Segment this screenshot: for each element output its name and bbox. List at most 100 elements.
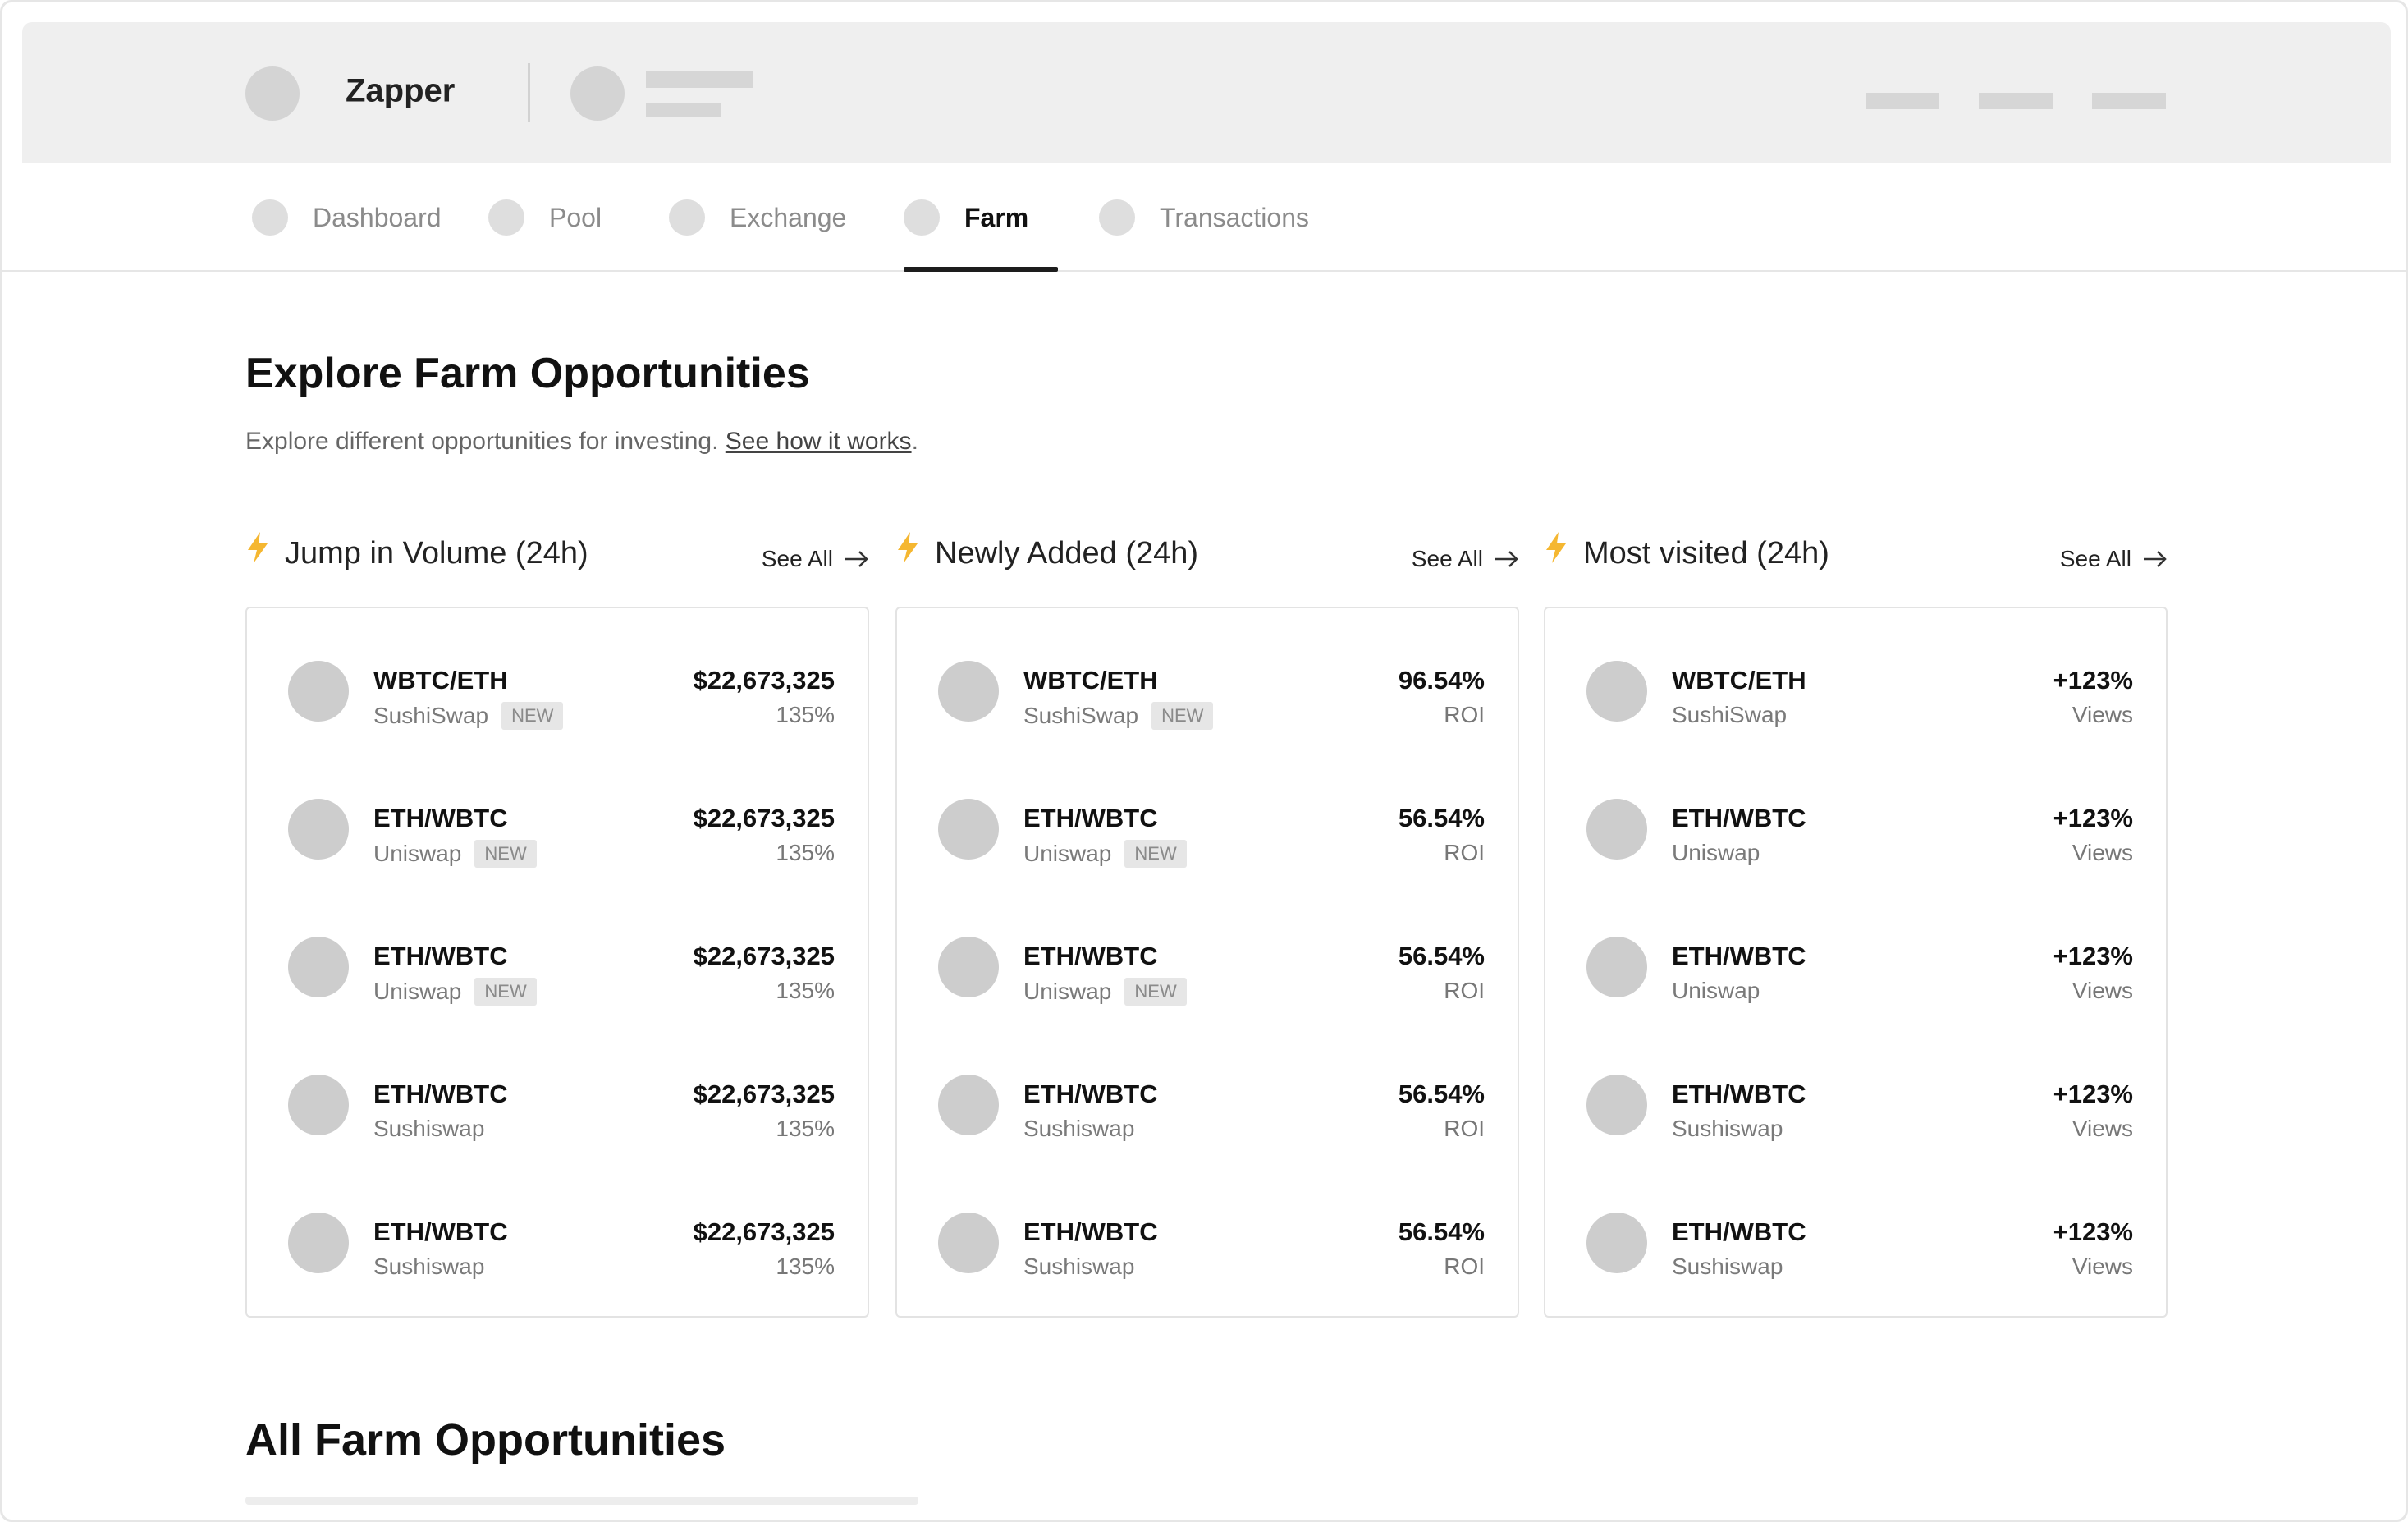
list-item[interactable]: ETH/WBTC Sushiswap 56.54% ROI — [897, 1038, 1518, 1176]
see-all-button[interactable]: See All — [1412, 546, 1519, 572]
token-pair-icon — [938, 799, 999, 860]
pair-name: ETH/WBTC — [373, 1217, 508, 1246]
token-pair-icon — [938, 661, 999, 722]
list-item[interactable]: ETH/WBTC Sushiswap $22,673,325 135% — [247, 1176, 868, 1314]
metric-value: 56.54% — [1398, 942, 1485, 970]
metric-label: Views — [2072, 840, 2133, 865]
tab-farm[interactable]: Farm — [904, 163, 1028, 272]
list-item[interactable]: ETH/WBTC Sushiswap $22,673,325 135% — [247, 1038, 868, 1176]
see-all-label: See All — [761, 546, 833, 571]
pair-name: ETH/WBTC — [1672, 1217, 1806, 1246]
venue-name: SushiSwap — [373, 703, 489, 728]
pool-icon — [488, 199, 524, 236]
tab-label: Pool — [549, 202, 602, 232]
see-all-button[interactable]: See All — [2060, 546, 2168, 572]
venue: Uniswap NEW — [1023, 840, 1187, 868]
account-address-placeholder — [646, 103, 721, 117]
token-pair-icon — [1586, 1213, 1647, 1273]
venue: Sushiswap — [1023, 1116, 1134, 1142]
venue: Uniswap — [1672, 978, 1760, 1004]
tab-transactions[interactable]: Transactions — [1099, 163, 1309, 272]
list-item[interactable]: WBTC/ETH SushiSwap NEW 96.54% ROI — [897, 625, 1518, 763]
header-menu-item-1[interactable] — [1866, 93, 1939, 109]
venue-name: SushiSwap — [1023, 703, 1139, 728]
metric-value: +123% — [2053, 1080, 2133, 1108]
logo-icon[interactable] — [245, 66, 300, 121]
table-header-placeholder — [245, 1497, 918, 1505]
tab-pool[interactable]: Pool — [488, 163, 602, 272]
subtitle-text: Explore different opportunities for inve… — [245, 428, 719, 455]
venue-name: Sushiswap — [1023, 1254, 1135, 1279]
new-badge: NEW — [474, 978, 537, 1006]
arrow-right-icon — [845, 551, 868, 567]
list-item[interactable]: ETH/WBTC Uniswap +123% Views — [1545, 901, 2166, 1038]
list-item[interactable]: WBTC/ETH SushiSwap NEW $22,673,325 135% — [247, 625, 868, 763]
pair-name: WBTC/ETH — [373, 666, 508, 695]
list-item[interactable]: ETH/WBTC Uniswap NEW 56.54% ROI — [897, 901, 1518, 1038]
venue: Uniswap NEW — [373, 840, 537, 868]
tab-dashboard[interactable]: Dashboard — [252, 163, 442, 272]
see-how-it-works-link[interactable]: See how it works — [725, 428, 912, 455]
venue-name: Sushiswap — [1672, 1116, 1783, 1141]
transactions-icon — [1099, 199, 1135, 236]
see-all-button[interactable]: See All — [762, 546, 869, 572]
new-badge: NEW — [501, 702, 564, 730]
header-menu-item-3[interactable] — [2092, 93, 2166, 109]
token-pair-icon — [288, 1075, 349, 1135]
pair-name: ETH/WBTC — [1023, 1217, 1158, 1246]
metric-value: 96.54% — [1398, 666, 1485, 695]
metric-label: 135% — [776, 1254, 835, 1279]
section-header-most-visited: Most visited (24h) See All — [1544, 528, 2168, 577]
tab-label: Dashboard — [313, 202, 442, 232]
pair-name: ETH/WBTC — [373, 1080, 508, 1108]
metric-value: +123% — [2053, 666, 2133, 695]
list-item[interactable]: WBTC/ETH SushiSwap +123% Views — [1545, 625, 2166, 763]
metric-value: +123% — [2053, 942, 2133, 970]
subtitle-suffix: . — [911, 428, 918, 455]
metric-label: ROI — [1444, 1116, 1485, 1141]
account-avatar[interactable] — [570, 66, 625, 121]
farm-icon — [904, 199, 940, 236]
card-jump-in-volume: WBTC/ETH SushiSwap NEW $22,673,325 135% ETH/W… — [245, 607, 869, 1318]
venue-name: Uniswap — [1672, 840, 1760, 865]
metric-label: Views — [2072, 702, 2133, 727]
header-menu-item-2[interactable] — [1979, 93, 2053, 109]
venue: Sushiswap — [1672, 1116, 1783, 1142]
metric-label: Views — [2072, 978, 2133, 1003]
list-item[interactable]: ETH/WBTC Sushiswap 56.54% ROI — [897, 1176, 1518, 1314]
tab-exchange[interactable]: Exchange — [669, 163, 846, 272]
list-item[interactable]: ETH/WBTC Sushiswap +123% Views — [1545, 1038, 2166, 1176]
dashboard-icon — [252, 199, 288, 236]
token-pair-icon — [288, 661, 349, 722]
section-title: Newly Added (24h) — [935, 536, 1199, 571]
app-name: Zapper — [346, 72, 456, 109]
metric-label: ROI — [1444, 840, 1485, 865]
active-tab-indicator — [904, 267, 1058, 272]
arrow-right-icon — [2144, 551, 2167, 567]
arrow-right-icon — [1495, 551, 1518, 567]
metric-value: $22,673,325 — [693, 666, 835, 695]
venue-name: Uniswap — [1023, 841, 1112, 866]
list-item[interactable]: ETH/WBTC Uniswap NEW $22,673,325 135% — [247, 763, 868, 901]
metric-value: $22,673,325 — [693, 804, 835, 832]
venue-name: SushiSwap — [1672, 702, 1788, 727]
pair-name: ETH/WBTC — [1672, 942, 1806, 970]
metric-label: 135% — [776, 978, 835, 1003]
nav-tabs: Dashboard Pool Exchange Farm Transaction… — [2, 163, 2406, 272]
section-header-volume: Jump in Volume (24h) See All — [245, 528, 869, 577]
new-badge: NEW — [1151, 702, 1214, 730]
venue-name: Uniswap — [373, 841, 462, 866]
venue-name: Uniswap — [1023, 979, 1112, 1004]
list-item[interactable]: ETH/WBTC Uniswap NEW $22,673,325 135% — [247, 901, 868, 1038]
section-title: Most visited (24h) — [1583, 536, 1829, 571]
token-pair-icon — [1586, 661, 1647, 722]
card-newly-added: WBTC/ETH SushiSwap NEW 96.54% ROI ETH/WBTC Uni… — [895, 607, 1519, 1318]
list-item[interactable]: ETH/WBTC Uniswap NEW 56.54% ROI — [897, 763, 1518, 901]
metric-label: Views — [2072, 1254, 2133, 1279]
metric-label: ROI — [1444, 1254, 1485, 1279]
list-item[interactable]: ETH/WBTC Sushiswap +123% Views — [1545, 1176, 2166, 1314]
pair-name: ETH/WBTC — [1023, 804, 1158, 832]
list-item[interactable]: ETH/WBTC Uniswap +123% Views — [1545, 763, 2166, 901]
new-badge: NEW — [1124, 978, 1187, 1006]
